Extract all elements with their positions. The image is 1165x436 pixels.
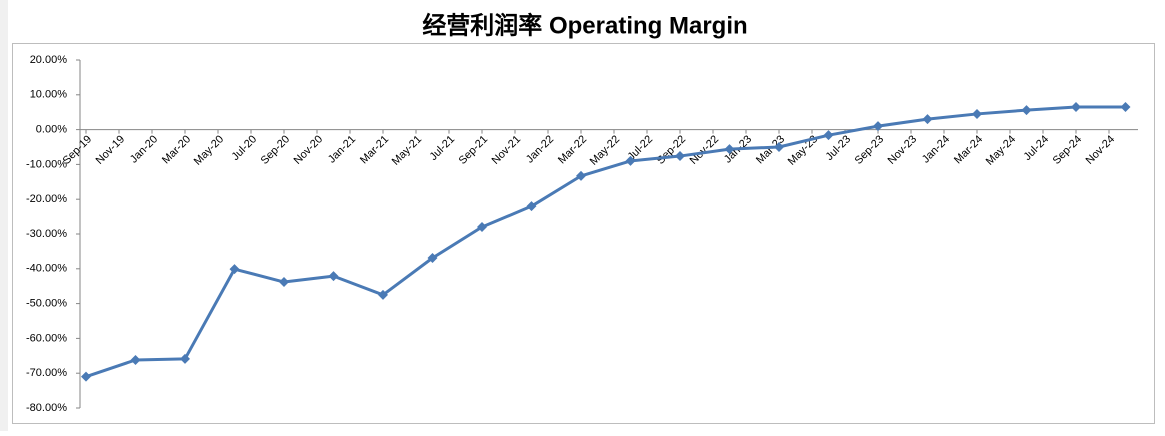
marker [81, 371, 91, 382]
marker [1021, 105, 1032, 116]
marker [526, 201, 537, 212]
chart-title: 经营利润率 Operating Margin [422, 11, 747, 39]
marker [873, 121, 883, 132]
y-tick-label: -40.00% [26, 263, 67, 275]
marker [328, 271, 339, 282]
marker [130, 354, 141, 365]
y-tick-label: -30.00% [26, 228, 67, 240]
sheet-edge [0, 0, 8, 431]
marker [229, 264, 240, 275]
y-tick-label: -20.00% [26, 193, 67, 205]
marker [180, 353, 190, 364]
marker [477, 222, 487, 233]
y-tick-label: -50.00% [26, 298, 67, 310]
marker [625, 155, 636, 166]
marker [378, 289, 388, 300]
y-tick-label: 20.00% [30, 54, 68, 66]
y-tick-label: -10.00% [26, 158, 67, 170]
marker [1120, 101, 1131, 112]
marker [1071, 101, 1081, 112]
marker [972, 108, 982, 119]
marker [724, 144, 735, 155]
line [85, 105, 1126, 379]
marker [823, 130, 834, 141]
plot-frame [12, 43, 1155, 424]
marker [279, 277, 289, 288]
marker [675, 151, 685, 162]
marker [576, 170, 586, 181]
marker [774, 142, 784, 152]
y-tick-label: 0.00% [36, 124, 67, 136]
marker [427, 253, 438, 264]
marker [922, 114, 933, 125]
y-tick-label: -60.00% [26, 332, 67, 344]
y-tick-label: 10.00% [30, 89, 68, 101]
y-tick-label: -80.00% [26, 402, 67, 414]
y-tick-label: -70.00% [26, 367, 67, 379]
